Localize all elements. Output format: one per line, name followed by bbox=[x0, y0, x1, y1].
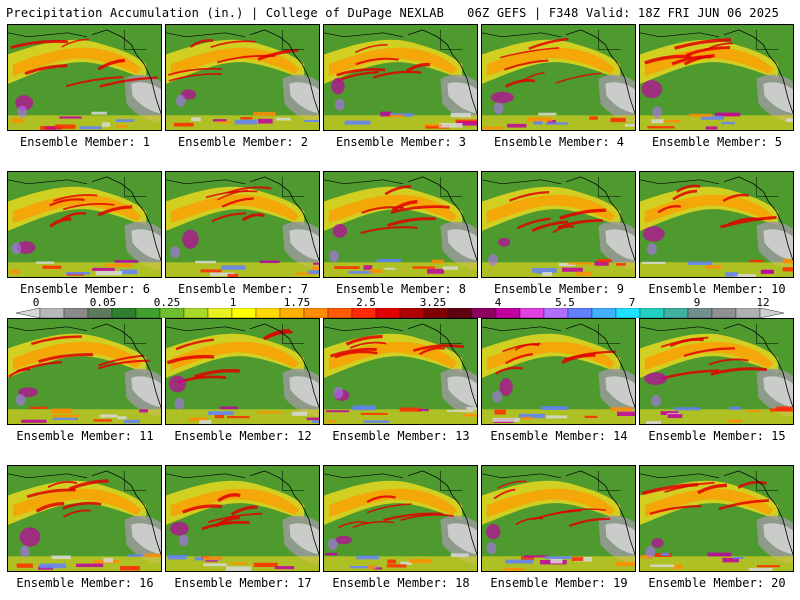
precip-colorbar: 0 0.05 0.25 1 1.75 2.5 3.25 4 5.5 7 9 12 bbox=[0, 296, 800, 320]
colorbar-swatch bbox=[111, 308, 137, 318]
colorbar-tick-label: 0.25 bbox=[153, 296, 181, 309]
colorbar-tick-label: 4 bbox=[494, 296, 502, 309]
colorbar-swatch bbox=[63, 308, 89, 318]
colorbar-tick-label: 0 bbox=[32, 296, 40, 309]
run-valid-time: 06Z GEFS | F348 Valid: 18Z FRI JUN 06 20… bbox=[467, 6, 779, 20]
ensemble-member-label: Ensemble Member: 15 bbox=[648, 429, 786, 443]
colorbar-tick-label: 2.5 bbox=[356, 296, 376, 309]
colorbar-swatch bbox=[447, 308, 473, 318]
ensemble-member-map bbox=[639, 318, 794, 425]
ensemble-member-map bbox=[165, 171, 320, 278]
ensemble-member-label: Ensemble Member: 12 bbox=[174, 429, 312, 443]
ensemble-member-label: Ensemble Member: 3 bbox=[335, 135, 467, 149]
colorbar-swatch bbox=[711, 308, 737, 318]
ensemble-member-label: Ensemble Member: 11 bbox=[16, 429, 154, 443]
ensemble-member-label: Ensemble Member: 10 bbox=[648, 282, 786, 296]
colorbar-swatch bbox=[759, 308, 784, 318]
colorbar-tick-label: 7 bbox=[628, 296, 636, 309]
ensemble-member-map bbox=[323, 24, 478, 131]
ensemble-member-label: Ensemble Member: 14 bbox=[490, 429, 628, 443]
colorbar-swatch bbox=[495, 308, 521, 318]
ensemble-member-label: Ensemble Member: 19 bbox=[490, 576, 628, 590]
colorbar-swatch bbox=[87, 308, 113, 318]
ensemble-member-map bbox=[7, 318, 162, 425]
ensemble-member-label: Ensemble Member: 17 bbox=[174, 576, 312, 590]
ensemble-member-map bbox=[639, 465, 794, 572]
product-title: Precipitation Accumulation (in.) | Colle… bbox=[6, 6, 445, 20]
colorbar-swatch bbox=[159, 308, 185, 318]
colorbar-swatch bbox=[303, 308, 329, 318]
ensemble-member-label: Ensemble Member: 2 bbox=[177, 135, 309, 149]
colorbar-swatch bbox=[639, 308, 665, 318]
ensemble-member-label: Ensemble Member: 20 bbox=[648, 576, 786, 590]
colorbar-tick-label: 1 bbox=[229, 296, 237, 309]
colorbar-swatch bbox=[16, 308, 41, 318]
colorbar-swatch bbox=[375, 308, 401, 318]
ensemble-member-label: Ensemble Member: 5 bbox=[651, 135, 783, 149]
colorbar-swatch bbox=[735, 308, 761, 318]
colorbar-scale bbox=[16, 308, 784, 318]
colorbar-swatch bbox=[543, 308, 569, 318]
colorbar-swatch bbox=[279, 308, 305, 318]
ensemble-member-map bbox=[323, 171, 478, 278]
colorbar-swatch bbox=[663, 308, 689, 318]
colorbar-swatch bbox=[567, 308, 593, 318]
colorbar-swatch bbox=[39, 308, 65, 318]
colorbar-swatch bbox=[183, 308, 209, 318]
ensemble-member-label: Ensemble Member: 9 bbox=[493, 282, 625, 296]
ensemble-member-map bbox=[481, 171, 636, 278]
ensemble-member-map bbox=[7, 171, 162, 278]
ensemble-member-map bbox=[481, 318, 636, 425]
colorbar-swatch bbox=[399, 308, 425, 318]
ensemble-member-map bbox=[481, 24, 636, 131]
ensemble-member-map bbox=[639, 24, 794, 131]
ensemble-member-map bbox=[323, 465, 478, 572]
ensemble-member-label: Ensemble Member: 1 bbox=[19, 135, 151, 149]
colorbar-swatch bbox=[519, 308, 545, 318]
colorbar-swatch bbox=[255, 308, 281, 318]
colorbar-tick-label: 0.05 bbox=[89, 296, 117, 309]
ensemble-member-label: Ensemble Member: 8 bbox=[335, 282, 467, 296]
ensemble-member-map bbox=[165, 465, 320, 572]
ensemble-member-map bbox=[323, 318, 478, 425]
colorbar-tick-label: 12 bbox=[756, 296, 770, 309]
ensemble-member-label: Ensemble Member: 7 bbox=[177, 282, 309, 296]
ensemble-member-map bbox=[165, 24, 320, 131]
colorbar-swatch bbox=[591, 308, 617, 318]
colorbar-swatch bbox=[327, 308, 353, 318]
colorbar-swatch bbox=[423, 308, 449, 318]
ensemble-member-map bbox=[639, 171, 794, 278]
colorbar-swatch bbox=[615, 308, 641, 318]
ensemble-member-label: Ensemble Member: 6 bbox=[19, 282, 151, 296]
ensemble-member-map bbox=[481, 465, 636, 572]
ensemble-member-map bbox=[7, 465, 162, 572]
colorbar-swatch bbox=[351, 308, 377, 318]
colorbar-swatch bbox=[207, 308, 233, 318]
colorbar-tick-label: 1.75 bbox=[283, 296, 311, 309]
header: Precipitation Accumulation (in.) | Colle… bbox=[0, 0, 800, 28]
ensemble-member-map bbox=[7, 24, 162, 131]
ensemble-member-map bbox=[165, 318, 320, 425]
colorbar-tick-labels: 0 0.05 0.25 1 1.75 2.5 3.25 4 5.5 7 9 12 bbox=[0, 296, 800, 309]
ensemble-member-label: Ensemble Member: 13 bbox=[332, 429, 470, 443]
colorbar-swatch bbox=[231, 308, 257, 318]
ensemble-member-label: Ensemble Member: 16 bbox=[16, 576, 154, 590]
colorbar-swatch bbox=[687, 308, 713, 318]
ensemble-member-label: Ensemble Member: 4 bbox=[493, 135, 625, 149]
colorbar-tick-label: 3.25 bbox=[419, 296, 447, 309]
colorbar-swatch bbox=[135, 308, 161, 318]
colorbar-swatch bbox=[471, 308, 497, 318]
ensemble-member-label: Ensemble Member: 18 bbox=[332, 576, 470, 590]
colorbar-tick-label: 5.5 bbox=[555, 296, 575, 309]
colorbar-tick-label: 9 bbox=[693, 296, 701, 309]
